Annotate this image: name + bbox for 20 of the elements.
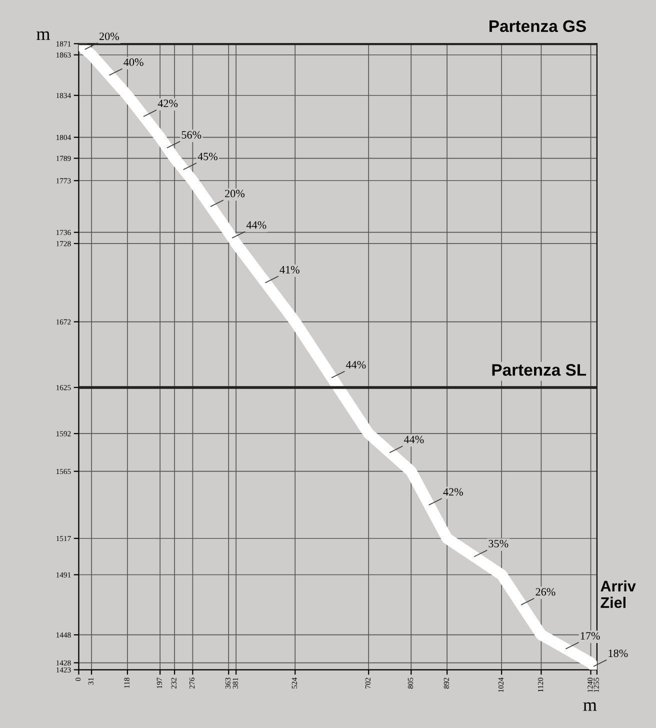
annotation: 42% [158, 100, 178, 108]
annotation: 20% [225, 190, 245, 198]
annotation: 20% [99, 32, 119, 40]
text: Arriv Ziel [600, 580, 636, 608]
annotation: 44% [346, 360, 366, 369]
annotation: 56% [182, 131, 202, 139]
ref-line-label: Partenza SL [492, 364, 586, 376]
annotation: 40% [124, 58, 144, 66]
annotation: 42% [443, 488, 463, 496]
annotation: 44% [246, 221, 266, 229]
annotation: 26% [536, 588, 556, 596]
annotation: 44% [404, 436, 424, 444]
x-axis-title: m [583, 702, 597, 711]
annotation: 35% [488, 540, 508, 548]
annotation: 18% [608, 650, 628, 658]
y-axis-title: m [36, 31, 50, 40]
annotation: 41% [280, 266, 300, 274]
annotation: 17% [580, 632, 600, 640]
annotation: 45% [198, 152, 218, 160]
ref-line-label: Partenza GS [490, 20, 586, 32]
